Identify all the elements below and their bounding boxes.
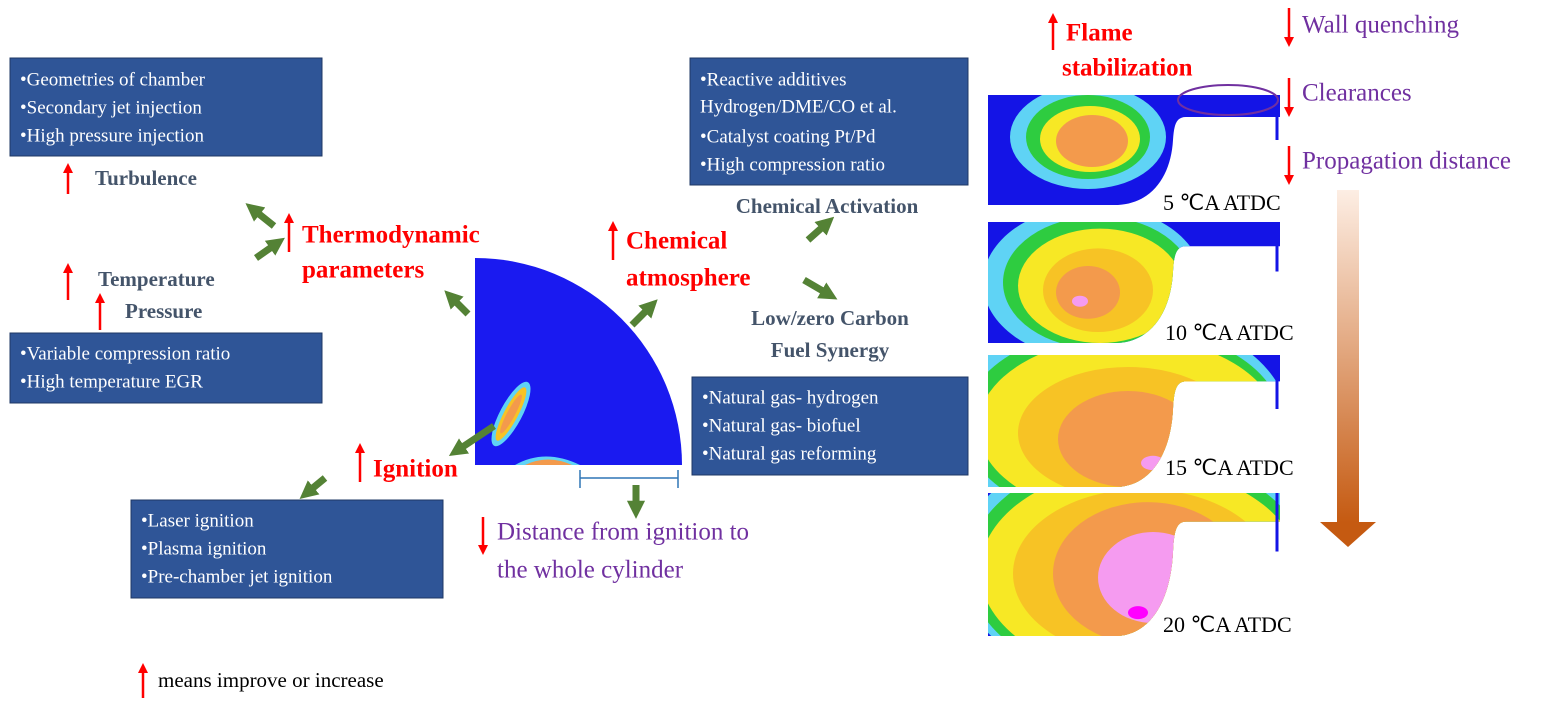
flame-kernel xyxy=(500,394,522,434)
label: Low/zero Carbon xyxy=(751,306,909,330)
box-line: •Natural gas- hydrogen xyxy=(702,387,879,408)
contour xyxy=(1056,115,1128,167)
box-line: •Geometries of chamber xyxy=(20,69,206,90)
box-line: •Catalyst coating Pt/Pd xyxy=(700,126,876,147)
label: Pressure xyxy=(125,299,202,323)
legend: means improve or increase xyxy=(158,668,384,692)
flame-kernel xyxy=(525,459,572,465)
label: Ignition xyxy=(373,456,458,483)
label: Wall quenching xyxy=(1302,12,1459,39)
contour xyxy=(1141,455,1165,471)
snapshot-label: 10 ℃A ATDC xyxy=(1165,320,1294,345)
green-arrow xyxy=(253,237,285,261)
label: stabilization xyxy=(1062,55,1193,82)
progress-arrow xyxy=(1320,522,1376,547)
label: Turbulence xyxy=(95,166,197,190)
box xyxy=(9,332,323,404)
label: Chemical Activation xyxy=(736,194,919,218)
green-arrow xyxy=(448,423,496,457)
cfd-contours xyxy=(988,222,1203,344)
green-arrow xyxy=(444,290,471,317)
label: Chemical xyxy=(626,228,727,255)
label: Propagation distance xyxy=(1302,148,1511,175)
box xyxy=(691,376,969,476)
green-arrow xyxy=(805,216,835,243)
label: Thermodynamic xyxy=(302,222,480,249)
label: Flame xyxy=(1066,20,1133,47)
clearance-highlight xyxy=(1177,84,1279,116)
green-arrow xyxy=(245,203,277,229)
label: parameters xyxy=(302,257,424,284)
box xyxy=(689,57,969,186)
contour xyxy=(1072,295,1088,307)
label: Clearances xyxy=(1302,80,1412,107)
box-line: •High compression ratio xyxy=(700,154,885,175)
label: Temperature xyxy=(98,267,215,291)
snapshot-label: 20 ℃A ATDC xyxy=(1163,612,1292,637)
cylinder-section xyxy=(475,258,682,465)
box-line: •Natural gas reforming xyxy=(702,443,877,464)
cfd-contours xyxy=(1010,95,1166,189)
progress-arrow xyxy=(1337,190,1359,523)
contour xyxy=(1128,606,1148,620)
box-line: •High pressure injection xyxy=(20,125,204,146)
contour xyxy=(1098,532,1208,623)
label: the whole cylinder xyxy=(497,557,684,584)
label: Distance from ignition to xyxy=(497,519,749,546)
label: Fuel Synergy xyxy=(771,338,890,362)
snapshot-label: 5 ℃A ATDC xyxy=(1163,190,1281,215)
cfd-snapshots xyxy=(988,95,1280,636)
box-line: •Reactive additives xyxy=(700,69,846,90)
label: atmosphere xyxy=(626,265,751,292)
box-line: •High temperature EGR xyxy=(20,371,203,392)
green-arrow xyxy=(802,276,838,300)
contour xyxy=(1056,266,1120,319)
cfd-snapshot xyxy=(988,222,1280,344)
green-arrow xyxy=(629,299,658,328)
box xyxy=(9,57,323,157)
box-line: Hydrogen/DME/CO et al. xyxy=(700,96,897,117)
cfd-snapshot xyxy=(988,95,1280,205)
box xyxy=(130,499,444,599)
box-line: •Laser ignition xyxy=(141,510,254,531)
box-line: •Variable compression ratio xyxy=(20,343,230,364)
box-line: •Secondary jet injection xyxy=(20,97,202,118)
box-line: •Pre-chamber jet ignition xyxy=(141,566,333,587)
box-line: •Plasma ignition xyxy=(141,538,267,559)
box-line: •Natural gas- biofuel xyxy=(702,415,861,436)
green-arrow xyxy=(299,475,328,499)
snapshot-label: 15 ℃A ATDC xyxy=(1165,455,1294,480)
